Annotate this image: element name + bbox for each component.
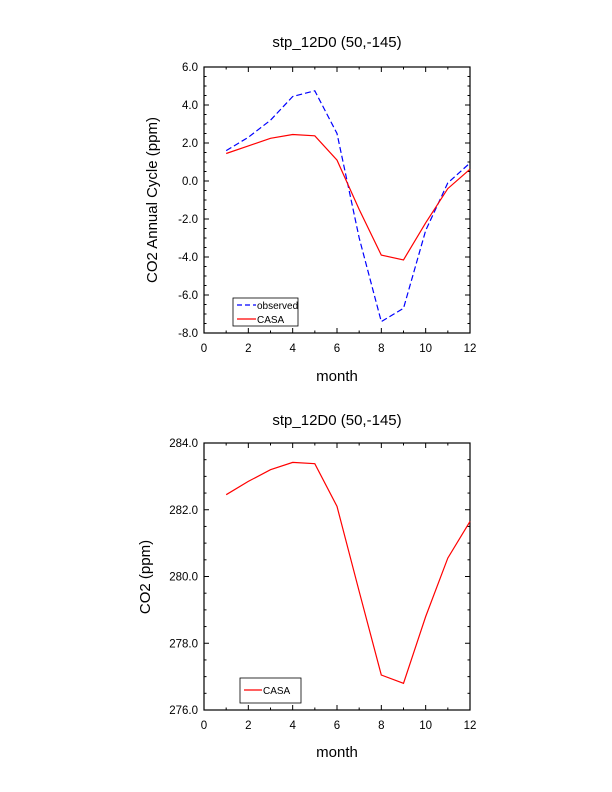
x-tick-label: 2 <box>245 720 251 732</box>
y-tick-label: -8.0 <box>178 328 198 340</box>
chart-annual-cycle: stp_12D0 (50,-145) 0 2 4 6 8 10 12 -8.0 -6.0 -4.… <box>144 34 476 385</box>
x-tick-label: 8 <box>378 343 384 355</box>
chart-title: stp_12D0 (50,-145) <box>272 34 401 51</box>
series-lines <box>225 90 471 323</box>
y-axis-label: CO2 Annual Cycle (ppm) <box>144 117 161 283</box>
series-lines <box>225 461 471 685</box>
x-axis: 0 2 4 6 8 10 12 <box>201 67 477 355</box>
x-tick-label: 4 <box>289 343 296 355</box>
legend: CASA <box>239 677 302 704</box>
plot-frame <box>203 442 471 711</box>
chart-co2: stp_12D0 (50,-145) 0 2 4 6 8 10 12 276.0278.02… <box>137 412 476 761</box>
chart-title: stp_12D0 (50,-145) <box>272 412 401 429</box>
legend-label-observed: observed <box>257 301 298 312</box>
x-axis-label: month <box>316 368 358 385</box>
x-axis: 0 2 4 6 8 10 12 <box>201 443 477 732</box>
y-tick-label: -6.0 <box>178 290 198 302</box>
y-tick-label: 4.0 <box>182 100 198 112</box>
x-tick-label: 6 <box>334 343 340 355</box>
x-tick-label: 6 <box>334 720 340 732</box>
y-axis-label: CO2 (ppm) <box>137 540 154 614</box>
x-tick-label: 8 <box>378 720 384 732</box>
x-axis-label: month <box>316 744 358 761</box>
x-tick-label: 0 <box>201 343 207 355</box>
x-tick-label: 0 <box>201 720 207 732</box>
x-tick-label: 10 <box>419 343 432 355</box>
y-axis: 276.0 278.0 280.0 282.0 284.0 <box>169 438 470 717</box>
series-line-casa <box>226 133 471 261</box>
y-tick-label: -4.0 <box>178 252 198 264</box>
series-line-casa <box>225 461 471 685</box>
y-tick-label: 284.0 <box>169 438 198 450</box>
x-tick-label: 12 <box>464 343 477 355</box>
y-tick-label: 6.0 <box>182 62 198 74</box>
y-tick-label: 278.0 <box>169 638 198 650</box>
x-tick-label: 2 <box>245 343 251 355</box>
y-axis: -8.0 -6.0 -4.0 -2.0 0.0 2.0 4.0 6.0 <box>178 62 470 340</box>
y-tick-label: 276.0 <box>169 705 198 717</box>
x-tick-label: 12 <box>464 720 477 732</box>
legend-box <box>232 297 299 327</box>
legend-label-casa: CASA <box>257 315 285 326</box>
series-line-observed <box>225 90 471 323</box>
y-tick-label: 2.0 <box>182 138 198 150</box>
y-tick-label: 0.0 <box>182 176 198 188</box>
legend: observed CASA <box>232 297 299 327</box>
y-tick-label: 282.0 <box>169 505 198 517</box>
plot-frame <box>203 66 471 334</box>
legend-label-casa: CASA <box>263 686 291 697</box>
y-tick-label: -2.0 <box>178 214 198 226</box>
x-tick-label: 10 <box>419 720 432 732</box>
x-tick-label: 4 <box>289 720 296 732</box>
y-tick-label: 280.0 <box>169 572 198 584</box>
